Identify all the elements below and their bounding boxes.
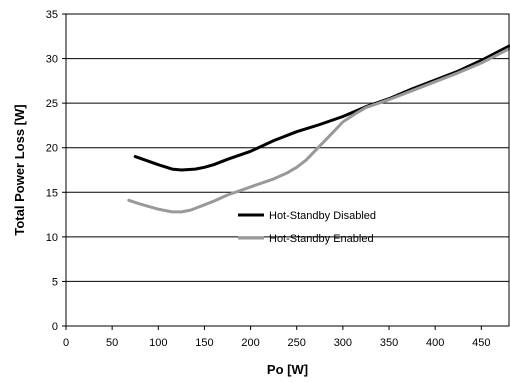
x-tick-label: 350 xyxy=(380,337,398,349)
y-tick-label: 30 xyxy=(46,54,58,66)
y-tick-label: 5 xyxy=(52,276,58,288)
y-tick-label: 35 xyxy=(46,9,58,21)
series-line-hot-standby-enabled xyxy=(127,47,510,214)
x-tick-label: 300 xyxy=(334,337,352,349)
x-tick-label: 150 xyxy=(195,337,213,349)
legend-label-hot-standby-enabled: Hot-Standby Enabled xyxy=(269,233,374,245)
gridlines xyxy=(66,58,509,282)
legend-label-hot-standby-disabled: Hot-Standby Disabled xyxy=(269,210,376,222)
plot-area-frame xyxy=(65,13,510,327)
y-axis-title: Total Power Loss [W] xyxy=(12,104,27,235)
y-tick-label: 10 xyxy=(46,232,58,244)
x-tick-label: 200 xyxy=(241,337,259,349)
x-tick-label: 100 xyxy=(149,337,167,349)
y-tick-label: 15 xyxy=(46,187,58,199)
x-tick-label: 0 xyxy=(63,337,69,349)
legend: Hot-Standby Disabled Hot-Standby Enabled xyxy=(238,210,376,245)
series-line-hot-standby-disabled xyxy=(133,44,510,172)
y-tick-label: 20 xyxy=(46,143,58,155)
x-tick-label: 250 xyxy=(288,337,306,349)
x-axis-title: Po [W] xyxy=(267,362,308,377)
series-lines xyxy=(127,44,510,214)
x-tick-label: 400 xyxy=(426,337,444,349)
x-tick-label: 50 xyxy=(106,337,118,349)
x-tick-label: 450 xyxy=(472,337,490,349)
y-tick-label: 25 xyxy=(46,98,58,110)
y-tick-label: 0 xyxy=(52,321,58,333)
